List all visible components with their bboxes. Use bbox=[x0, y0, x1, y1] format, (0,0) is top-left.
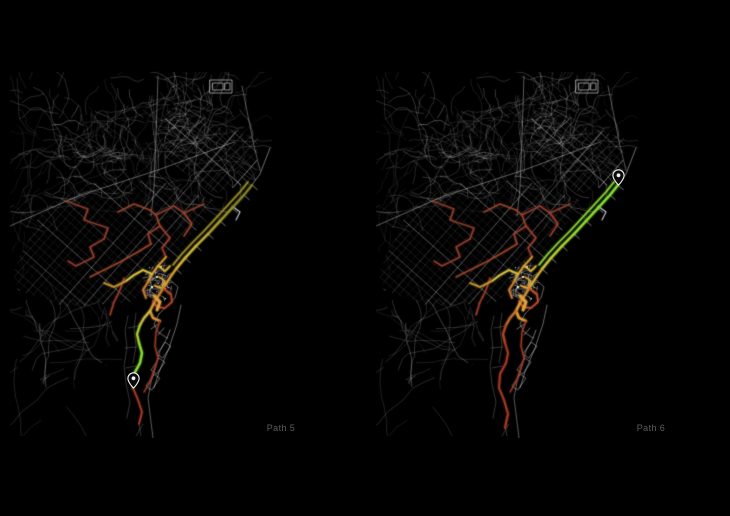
panel-caption-path-6: Path 6 bbox=[636, 423, 666, 433]
street-map-canvas-path-6 bbox=[374, 58, 674, 438]
street-map-canvas-path-5 bbox=[8, 58, 308, 438]
map-panel-path-5 bbox=[8, 58, 308, 438]
map-panel-path-6 bbox=[374, 58, 674, 438]
panel-caption-path-5: Path 5 bbox=[266, 423, 296, 433]
